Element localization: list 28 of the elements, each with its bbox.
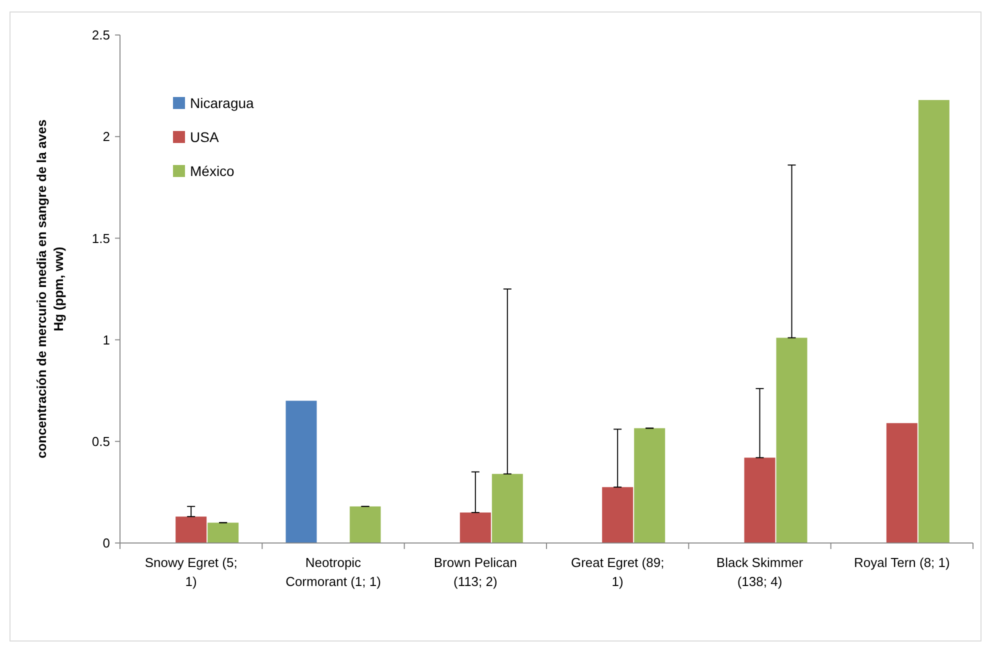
- y-axis-title: concentración de mercurio media en sangre de la aves Hg (ppm, ww): [34, 120, 66, 458]
- x-tick-label: Neotropic Cormorant (1; 1): [286, 555, 381, 589]
- legend-label: México: [190, 162, 235, 179]
- bar: [460, 512, 491, 543]
- legend-label: Nicaragua: [190, 94, 254, 111]
- bar: [286, 400, 317, 543]
- y-tick-label: 1.5: [92, 230, 110, 246]
- legend-label: USA: [190, 128, 220, 145]
- x-tick-label: Snowy Egret (5; 1): [144, 555, 238, 589]
- bar: [176, 516, 207, 543]
- y-tick-label: 0: [102, 536, 110, 551]
- y-tick-label: 0.5: [92, 434, 110, 449]
- x-tick-label: Black Skimmer (138; 4): [716, 555, 804, 589]
- x-tick-label: Great Egret (89; 1): [570, 555, 664, 589]
- x-tick-label: Brown Pelican (113; 2): [434, 555, 517, 589]
- bar: [918, 100, 950, 543]
- x-tick-label: Royal Tern (8; 1): [854, 555, 950, 570]
- bar: [492, 474, 523, 543]
- bar: [208, 522, 239, 543]
- y-tick-label: 2: [102, 129, 110, 144]
- bar: [634, 428, 666, 543]
- bar: [350, 506, 381, 543]
- bar: [886, 423, 918, 543]
- y-tick-label: 1: [102, 332, 110, 348]
- bar: [602, 487, 634, 543]
- bar: [744, 458, 776, 543]
- bar: [776, 338, 808, 543]
- y-tick-label: 2.5: [92, 28, 110, 43]
